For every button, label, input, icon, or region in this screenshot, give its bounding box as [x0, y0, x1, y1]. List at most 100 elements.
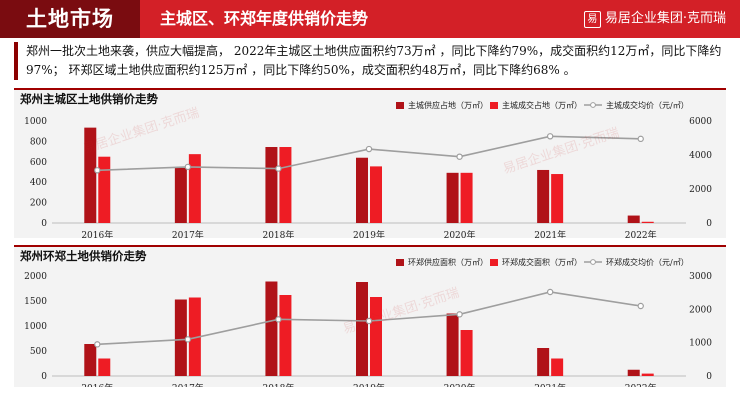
legend-label: 环郑供应面积（万㎡）	[408, 257, 488, 267]
bar-supply	[265, 147, 278, 223]
price-point	[365, 145, 373, 153]
bar-supply	[174, 167, 187, 223]
x-tick-label: 2017年	[172, 229, 204, 238]
chart-ring-zhengzhou: 0 500 1000 1500 2000 0 1000 2000 3000 2016年 2017年 2…	[24, 257, 712, 394]
y2-tick-label: 2000	[689, 185, 712, 195]
bar-deal	[460, 330, 473, 376]
y2-tick-label: 0	[706, 219, 712, 229]
chart-panel-ring: 郑州环郑土地供销价走势 0 500 1000 1500 2000 0 1000 2000 300…	[14, 245, 726, 394]
bar-deal	[641, 373, 654, 376]
y2-tick-label: 0	[706, 372, 712, 382]
y-tick-label: 0	[41, 372, 47, 382]
chart-panel-main: 郑州主城区土地供销价走势 0 200 400 600 800 1000 0 2000 4000 6…	[14, 88, 726, 241]
price-point	[546, 288, 554, 296]
y-tick-label: 800	[30, 137, 47, 147]
bar-supply	[265, 281, 278, 376]
brand-name: 易居企业集团·克而瑞	[604, 11, 726, 26]
bar-deal	[98, 156, 111, 223]
y-tick-label: 600	[30, 158, 47, 168]
bar-supply	[446, 172, 459, 223]
legend-marker	[590, 259, 596, 265]
bar-supply	[446, 313, 459, 376]
brand-logo-icon: 易	[583, 10, 601, 28]
price-point	[184, 336, 192, 343]
x-tick-label: 2019年	[353, 382, 385, 387]
chart-title: 郑州环郑土地供销价走势	[20, 249, 147, 263]
bar-deal	[551, 174, 564, 223]
y2-tick-label: 3000	[689, 272, 712, 282]
price-point	[456, 153, 463, 160]
header-bar: 土地市场 主城区、环郑年度供销价走势 易 易居企业集团·克而瑞	[0, 0, 740, 38]
y-tick-label: 2000	[24, 272, 47, 282]
bar-deal	[551, 358, 564, 376]
bar-deal	[188, 297, 201, 376]
x-tick-label: 2019年	[353, 229, 385, 238]
x-tick-label: 2018年	[262, 382, 294, 387]
x-tick-label: 2020年	[444, 382, 476, 387]
x-tick-label: 2016年	[81, 382, 113, 387]
price-line	[97, 135, 641, 172]
bar-supply	[174, 299, 187, 376]
price-point	[184, 163, 192, 171]
legend-label: 主城供应占地（万㎡）	[408, 100, 488, 110]
x-tick-label: 2022年	[625, 382, 657, 387]
bar-supply	[84, 344, 97, 376]
x-tick-label: 2021年	[534, 382, 566, 387]
y2-tick-label: 4000	[689, 151, 712, 161]
x-tick-label: 2021年	[534, 229, 566, 238]
legend-swatch	[396, 102, 404, 109]
y-tick-label: 400	[30, 178, 47, 188]
y-tick-label: 1000	[24, 322, 47, 332]
bar-deal	[279, 295, 292, 376]
y-tick-label: 1000	[24, 117, 47, 127]
bar-supply	[537, 169, 550, 223]
x-tick-label: 2018年	[262, 229, 294, 238]
bar-deal	[370, 166, 382, 223]
legend-label: 环郑成交均价（元/㎡）	[606, 257, 689, 267]
legend-label: 主城成交占地（万㎡）	[502, 100, 582, 110]
price-point	[275, 165, 282, 172]
price-point	[456, 311, 463, 318]
bar-deal	[460, 172, 473, 223]
legend-marker	[590, 102, 596, 108]
y-tick-label: 0	[41, 219, 47, 229]
y-tick-label: 1500	[24, 297, 47, 307]
bar-deal	[641, 221, 654, 223]
price-point	[94, 167, 101, 174]
price-point	[546, 133, 554, 140]
chart-main-city: 0 200 400 600 800 1000 0 2000 4000 6000 2016年 2017年…	[24, 100, 712, 241]
legend-swatch	[396, 259, 404, 266]
page-title: 主城区、环郑年度供销价走势	[160, 9, 369, 28]
legend-swatch	[490, 259, 498, 266]
legend-swatch	[490, 102, 498, 109]
bar-supply	[537, 348, 550, 376]
brand: 易 易居企业集团·克而瑞	[583, 0, 726, 38]
y-tick-label: 500	[30, 347, 47, 357]
price-point	[94, 341, 101, 348]
price-point	[637, 135, 644, 143]
y2-tick-label: 2000	[689, 305, 712, 315]
bar-supply	[356, 282, 368, 376]
bar-deal	[188, 154, 201, 223]
x-tick-label: 2022年	[625, 229, 657, 238]
legend-label: 环郑成交面积（万㎡）	[502, 257, 582, 267]
price-point	[275, 316, 282, 323]
price-point	[637, 302, 644, 310]
bar-supply	[84, 127, 97, 223]
x-tick-label: 2020年	[444, 229, 476, 238]
bar-deal	[370, 297, 382, 376]
bar-supply	[627, 369, 640, 376]
x-tick-label: 2016年	[81, 229, 113, 238]
bar-deal	[279, 147, 292, 223]
bar-supply	[356, 157, 368, 223]
bar-deal	[98, 358, 111, 376]
y2-tick-label: 1000	[689, 339, 712, 349]
price-point	[365, 317, 373, 325]
summary-text: 郑州一批次土地来袭，供应大幅提高， 2022年主城区土地供应面积约73万㎡ ，同…	[14, 42, 736, 80]
x-tick-label: 2017年	[172, 382, 204, 387]
y2-tick-label: 6000	[689, 117, 712, 127]
section-title: 土地市场	[0, 0, 140, 38]
legend-label: 主城成交均价（元/㎡）	[606, 100, 689, 110]
chart-title: 郑州主城区土地供销价走势	[20, 92, 158, 106]
bar-supply	[627, 215, 640, 223]
